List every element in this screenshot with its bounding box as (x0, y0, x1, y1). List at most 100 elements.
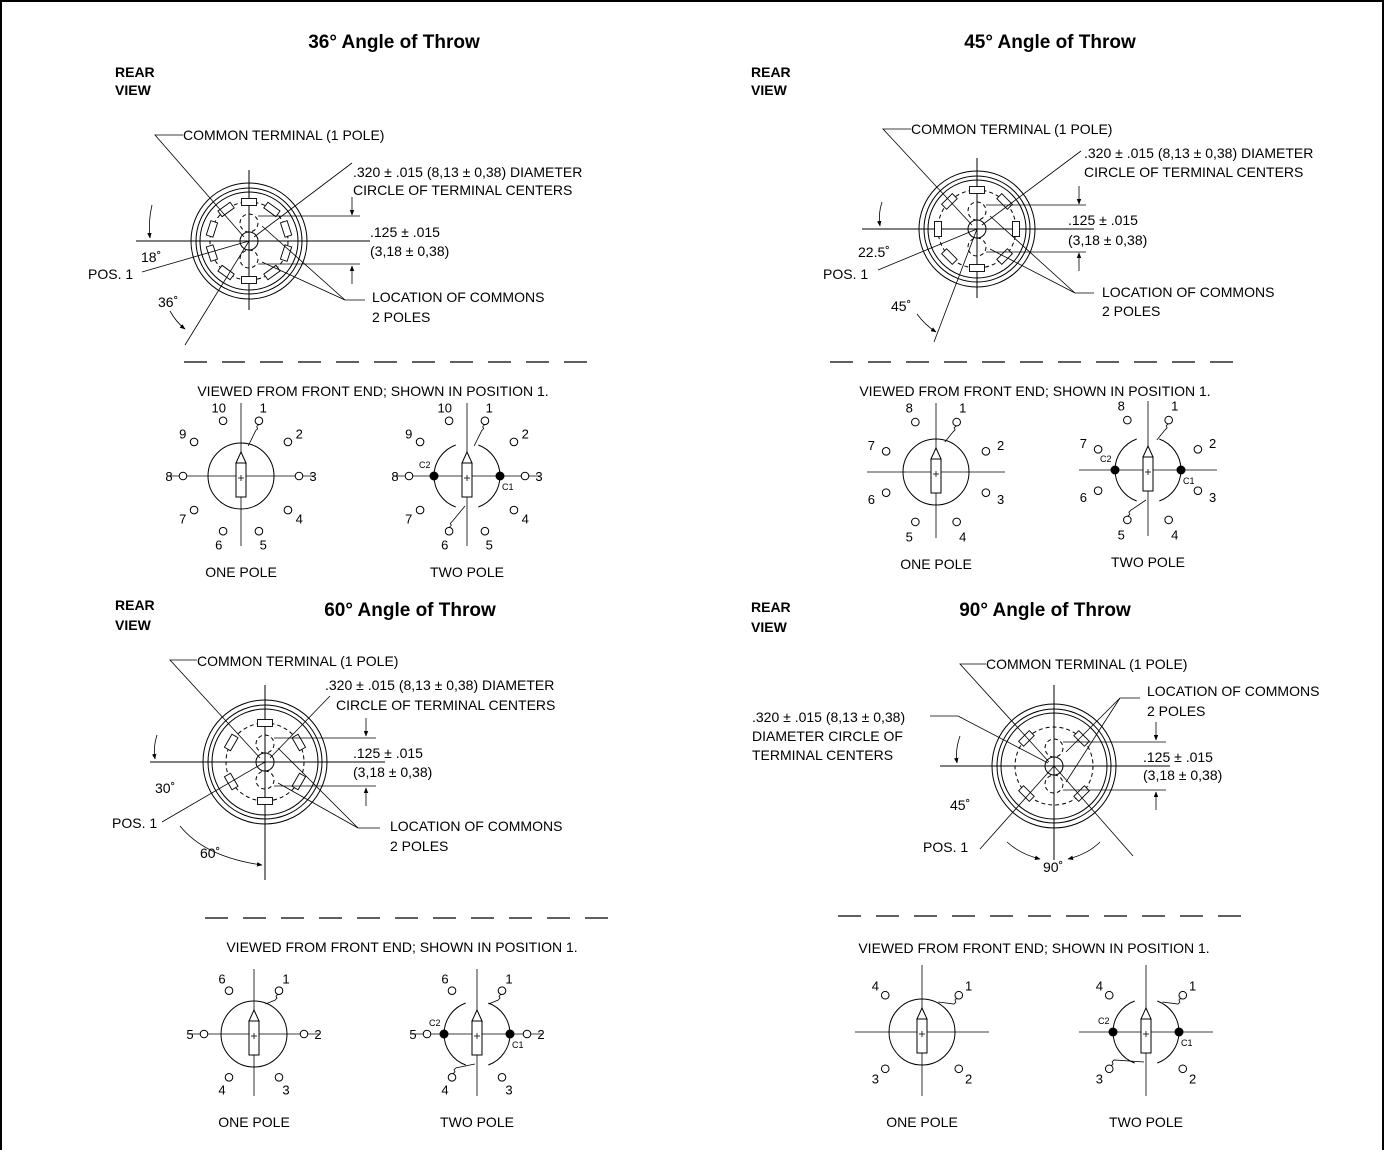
pointer-arrow (461, 450, 473, 464)
position-label: 1 (1189, 978, 1196, 993)
position-label: 6 (441, 972, 448, 987)
position-terminal (480, 416, 490, 426)
terminal-lug (291, 772, 307, 791)
terminal-lug (1018, 730, 1035, 747)
diameter-label: DIAMETER CIRCLE OF (752, 728, 903, 744)
position-terminal (283, 437, 293, 447)
position-terminal (952, 517, 961, 527)
position-terminal (522, 1029, 532, 1039)
position-terminal (218, 416, 228, 426)
terminal-lug (934, 221, 942, 237)
position-terminal (520, 471, 530, 481)
position-label: 8 (1118, 398, 1125, 413)
wiper-link (488, 993, 502, 1005)
position-terminal (509, 437, 519, 447)
position-terminal (509, 505, 519, 515)
position-label: 4 (522, 511, 529, 526)
position-terminal (881, 488, 891, 497)
position-label: 2 (537, 1027, 544, 1042)
position-terminal (422, 1029, 432, 1039)
position-terminal (497, 986, 507, 995)
position-label: 3 (1209, 490, 1216, 505)
position-label: 4 (1171, 528, 1178, 543)
two-pole-caption: TWO POLE (430, 564, 504, 580)
diameter-label: .320 ± .015 (8,13 ± 0,38) (752, 709, 905, 725)
one-pole-front-view: 1 2 3 4 ONE POLE (855, 965, 989, 1130)
position-label: 4 (1096, 978, 1103, 993)
c2-label: C2 (1100, 454, 1112, 464)
position-terminal (497, 1073, 507, 1082)
common-c2-dot (1110, 465, 1120, 475)
position-terminal (444, 526, 454, 536)
terminal-lug (1018, 785, 1035, 802)
rear-view-label: REAR (115, 597, 155, 613)
terminal-lug (263, 264, 281, 281)
position-label: 5 (486, 537, 493, 552)
position-terminal (224, 1073, 234, 1082)
position-terminal (1093, 445, 1103, 454)
common-c1-dot (1176, 465, 1186, 475)
position-label: 10 (438, 401, 452, 416)
common-c2-dot (439, 1029, 449, 1039)
position-label: 7 (868, 438, 875, 453)
wiper-link (1110, 1059, 1145, 1067)
position-terminal (224, 986, 234, 995)
position-terminal (1178, 990, 1188, 1000)
position-terminal (274, 1073, 284, 1082)
wiper-link (1127, 499, 1147, 517)
terminal-lug (205, 220, 219, 238)
position-label: 5 (186, 1027, 193, 1042)
offset-label: (3,18 ± 0,38) (1068, 232, 1147, 248)
position-label: 1 (282, 972, 289, 987)
half-angle-label: 30˚ (155, 780, 175, 796)
commons-label: LOCATION OF COMMONS (372, 289, 544, 305)
offset-label: (3,18 ± 0,38) (370, 243, 449, 259)
position-terminal (954, 1064, 964, 1074)
one-pole-caption: ONE POLE (205, 564, 277, 580)
position-label: 1 (260, 401, 267, 416)
offset-label: (3,18 ± 0,38) (1143, 767, 1222, 783)
rear-view-label: REAR (115, 64, 155, 80)
panel-title: 90° Angle of Throw (959, 600, 1131, 621)
c1-label: C1 (1181, 1038, 1193, 1048)
position-label: 4 (872, 978, 879, 993)
viewed-caption: VIEWED FROM FRONT END; SHOWN IN POSITION… (226, 939, 577, 955)
position-terminal (189, 505, 199, 515)
wiper-link (265, 993, 279, 1005)
position-label: 2 (314, 1027, 321, 1042)
diameter-label: TERMINAL CENTERS (752, 747, 893, 763)
terminal-lug (941, 248, 958, 265)
position-label: 3 (535, 469, 542, 484)
two-pole-front-view: 1 2 3 4 5 6 7 8 9 10 C1 C2 TWO POLE (391, 401, 542, 580)
pointer-arrow (916, 1006, 928, 1020)
position-terminal (447, 1073, 457, 1082)
c2-label: C2 (429, 1018, 441, 1028)
rear-view-label: VIEW (115, 617, 152, 633)
viewed-caption: VIEWED FROM FRONT END; SHOWN IN POSITION… (858, 940, 1209, 956)
rear-view-body (940, 685, 1170, 860)
terminal-lug (257, 797, 273, 805)
position-terminal (952, 417, 961, 427)
position-terminal (881, 447, 891, 456)
position-label: 6 (441, 537, 448, 552)
position-terminal (880, 990, 890, 1000)
terminal-lug (1012, 221, 1020, 237)
one-pole-caption: ONE POLE (900, 556, 972, 572)
offset-label: .125 ± .015 (1143, 749, 1213, 765)
offset-label: .125 ± .015 (1068, 212, 1138, 228)
wiper-link (938, 997, 958, 1005)
c2-label: C2 (1098, 1016, 1110, 1026)
common-terminal-label: COMMON TERMINAL (1 POLE) (986, 656, 1187, 672)
position-label: 6 (218, 972, 225, 987)
position-label: 3 (1096, 1072, 1103, 1087)
diameter-label: CIRCLE OF TERMINAL CENTERS (1084, 164, 1303, 180)
panel-90-degree: 90° Angle of Throw REAR VIEW COMMON TERM… (751, 599, 1319, 1130)
rear-view-label: REAR (751, 599, 791, 615)
terminal-lug (969, 264, 985, 272)
common-terminal-label: COMMON TERMINAL (1 POLE) (183, 127, 384, 143)
terminal-lug (263, 201, 281, 218)
pointer-arrow (1142, 444, 1154, 458)
position-terminal (981, 447, 991, 456)
commons-label: 2 POLES (390, 838, 448, 854)
